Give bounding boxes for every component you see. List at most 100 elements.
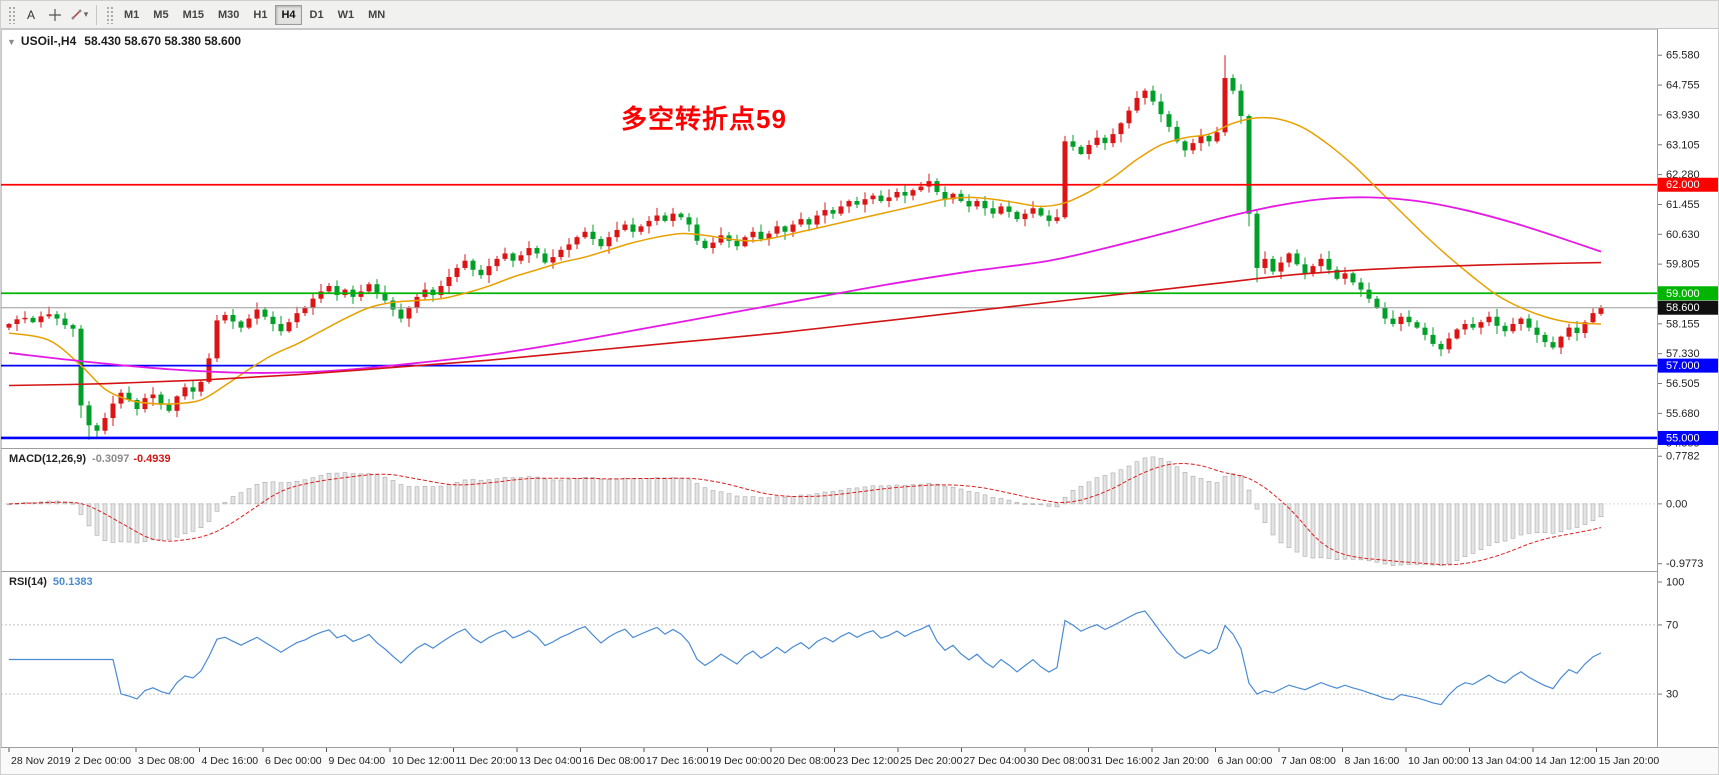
candle-up (886, 197, 892, 202)
timeframe-button-m5[interactable]: M5 (147, 5, 174, 25)
time-tick-label: 10 Dec 12:00 (392, 755, 455, 767)
toolbar-grip[interactable] (106, 5, 113, 24)
candle-up (774, 226, 780, 234)
candle-up (110, 403, 116, 419)
candle-down (1182, 141, 1188, 151)
candle-down (702, 240, 708, 249)
macd-histogram-bar (1366, 503, 1372, 562)
toolbar-grip[interactable] (8, 5, 15, 24)
time-tick-label: 27 Dec 04:00 (964, 755, 1027, 767)
time-axis[interactable]: 28 Nov 2019 2 Dec 00:00 3 Dec 08:00 4 Dec 1… (1, 747, 1719, 775)
macd-histogram-bar (710, 490, 716, 505)
candle-up (150, 394, 156, 399)
time-tick-label: 9 Dec 04:00 (329, 755, 386, 767)
one-click-trading-toggle[interactable]: ▼ (7, 37, 16, 47)
macd-histogram-bar (1438, 503, 1444, 566)
candle-up (1222, 78, 1228, 133)
macd-histogram-bar (214, 503, 220, 512)
time-tick-label: 15 Jan 20:00 (1599, 755, 1660, 767)
macd-histogram-bar (270, 481, 276, 505)
macd-histogram-bar (614, 478, 620, 505)
candle-up (646, 220, 652, 227)
macd-histogram-bar (414, 486, 420, 505)
macd-histogram-bar (446, 484, 452, 505)
price-tick-label: 56.505 (1666, 378, 1700, 390)
candle-down (1246, 116, 1252, 214)
candle-up (814, 215, 820, 225)
candle-up (1190, 143, 1196, 151)
macd-histogram-bar (1558, 503, 1564, 533)
text-tool-button[interactable]: A (19, 4, 43, 26)
macd-histogram-bar (926, 482, 932, 505)
macd-histogram-bar (1502, 503, 1508, 542)
macd-histogram-bar (158, 503, 164, 540)
timeframe-button-h4[interactable]: H4 (275, 4, 302, 25)
macd-histogram-bar (766, 497, 772, 505)
candle-up (790, 224, 796, 232)
price-badge-text: 62.000 (1666, 179, 1700, 191)
macd-label: MACD(12,26,9) -0.3097 -0.4939 (9, 453, 171, 465)
macd-histogram-bar (774, 496, 780, 505)
price-badge-55.000 (1658, 430, 1718, 445)
candle-up (710, 242, 716, 249)
candle-up (558, 249, 564, 258)
timeframe-button-mn[interactable]: MN (362, 5, 391, 25)
candle-up (486, 266, 492, 276)
candle-up (998, 206, 1004, 214)
timeframe-button-m30[interactable]: M30 (212, 5, 245, 25)
macd-histogram-bar (1254, 503, 1260, 510)
macd-histogram-bar (854, 487, 860, 505)
crosshair-icon (49, 8, 61, 21)
macd-histogram-bar (686, 479, 692, 505)
candle-up (606, 237, 612, 247)
macd-histogram-bar (1150, 456, 1156, 505)
macd-histogram-bar (1462, 503, 1468, 557)
macd-histogram-bar (1030, 503, 1036, 505)
chart-canvas[interactable]: 65.58064.75563.93063.10562.28061.45560.6… (1, 29, 1719, 775)
candle-down (1470, 324, 1476, 328)
time-tick-label: 23 Dec 12:00 (837, 755, 900, 767)
horizontal-lines[interactable] (1, 183, 1657, 440)
timeframe-button-h1[interactable]: H1 (247, 5, 273, 25)
macd-histogram-bar (590, 477, 596, 505)
macd-histogram-bar (1230, 473, 1236, 505)
time-tick-label: 7 Jan 08:00 (1281, 755, 1336, 767)
candle-down (878, 195, 884, 202)
macd-histogram-bar (1190, 475, 1196, 505)
macd-histogram-bar (638, 478, 644, 505)
candle-down (1230, 78, 1236, 91)
timeframe-button-w1[interactable]: W1 (332, 5, 361, 25)
candle-up (302, 307, 308, 314)
macd-histogram-bar (942, 485, 948, 505)
macd-histogram-bar (1086, 481, 1092, 505)
price-tick-label: 57.330 (1666, 348, 1700, 360)
timeframe-button-d1[interactable]: D1 (304, 5, 330, 25)
crosshair-tool-button[interactable] (43, 4, 67, 26)
candle-down (78, 328, 84, 406)
chart-annotation[interactable]: 多空转折点59 (621, 104, 787, 134)
candle-up (1126, 110, 1132, 124)
rsi-scale-label: 100 (1666, 577, 1684, 589)
candle-up (294, 313, 300, 323)
candle-up (518, 255, 524, 261)
macd-histogram-bar (1046, 503, 1052, 507)
candle-down (278, 324, 284, 332)
macd-histogram-bar (254, 484, 260, 505)
price-scale[interactable]: 65.58064.75563.93063.10562.28061.45560.6… (1657, 29, 1719, 748)
timeframe-button-m15[interactable]: M15 (177, 5, 210, 25)
time-tick-label: 2 Jan 20:00 (1154, 755, 1209, 767)
macd-signal-value: -0.4939 (133, 453, 171, 465)
candle-down (470, 260, 476, 270)
candle-down (1502, 325, 1508, 332)
candle-up (206, 358, 212, 382)
line-studies-button[interactable]: ▾ (67, 4, 91, 26)
candle-up (1478, 322, 1484, 328)
macd-histogram-bar (974, 492, 980, 505)
macd-histogram-bar (366, 473, 372, 505)
macd-histogram-bar (886, 485, 892, 505)
price-tick-label: 60.630 (1666, 229, 1700, 241)
timeframe-button-m1[interactable]: M1 (118, 5, 145, 25)
candle-down (1166, 114, 1172, 127)
candle-down (1326, 258, 1332, 270)
toolbar: A ▾ M1 M5 M15 M30 H1 H4 D1 W1 MN (1, 1, 1718, 29)
